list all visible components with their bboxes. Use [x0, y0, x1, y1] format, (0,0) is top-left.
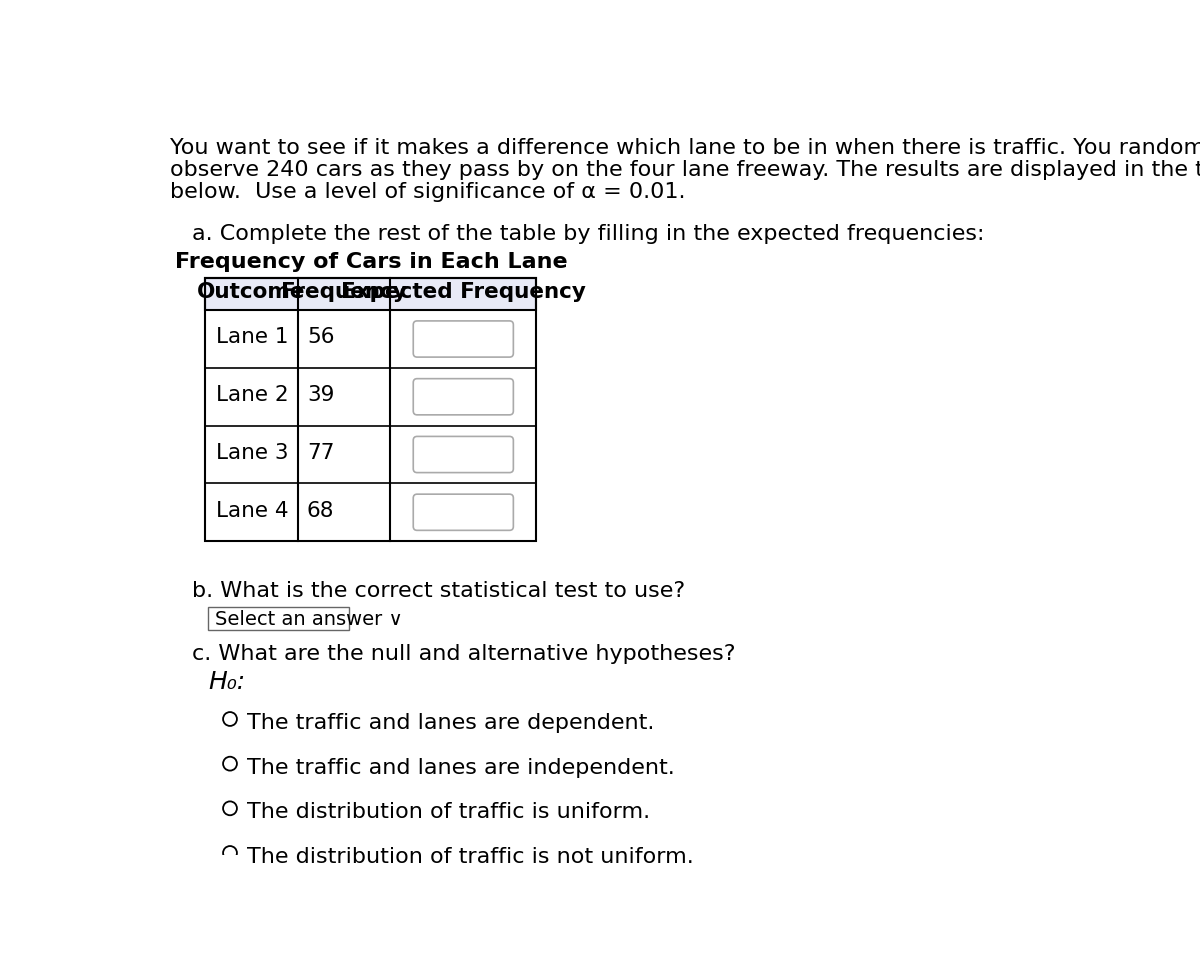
Text: observe 240 cars as they pass by on the four lane freeway. The results are displ: observe 240 cars as they pass by on the …	[170, 160, 1200, 180]
Text: Expected Frequency: Expected Frequency	[341, 283, 586, 303]
Text: You want to see if it makes a difference which lane to be in when there is traff: You want to see if it makes a difference…	[170, 138, 1200, 159]
FancyBboxPatch shape	[413, 436, 514, 473]
FancyBboxPatch shape	[413, 379, 514, 415]
Text: 39: 39	[307, 385, 335, 406]
FancyBboxPatch shape	[413, 494, 514, 530]
Text: below.  Use a level of significance of α = 0.01.: below. Use a level of significance of α …	[170, 182, 685, 202]
Text: 68: 68	[307, 501, 335, 521]
Bar	[205, 278, 536, 541]
FancyBboxPatch shape	[413, 321, 514, 357]
Text: Lane 3: Lane 3	[216, 443, 289, 463]
Text: Outcome: Outcome	[197, 283, 306, 303]
Text: Frequency of Cars in Each Lane: Frequency of Cars in Each Lane	[174, 252, 568, 272]
Text: The traffic and lanes are independent.: The traffic and lanes are independent.	[247, 757, 674, 777]
Text: The distribution of traffic is uniform.: The distribution of traffic is uniform.	[247, 802, 650, 823]
Bar	[205, 278, 536, 310]
Text: Frequency: Frequency	[281, 283, 407, 303]
Text: b. What is the correct statistical test to use?: b. What is the correct statistical test …	[192, 581, 685, 602]
Text: c. What are the null and alternative hypotheses?: c. What are the null and alternative hyp…	[192, 644, 734, 664]
Text: a. Complete the rest of the table by filling in the expected frequencies:: a. Complete the rest of the table by fil…	[192, 224, 984, 244]
Text: 56: 56	[307, 328, 335, 348]
Text: Lane 4: Lane 4	[216, 501, 289, 521]
Bar	[209, 607, 348, 630]
Text: The traffic and lanes are dependent.: The traffic and lanes are dependent.	[247, 713, 654, 733]
Text: H₀:: H₀:	[209, 671, 246, 695]
Text: Lane 2: Lane 2	[216, 385, 289, 406]
Text: 77: 77	[307, 443, 335, 463]
Text: The distribution of traffic is not uniform.: The distribution of traffic is not unifo…	[247, 847, 694, 867]
Text: Lane 1: Lane 1	[216, 328, 289, 348]
Text: Select an answer ∨: Select an answer ∨	[215, 610, 402, 629]
